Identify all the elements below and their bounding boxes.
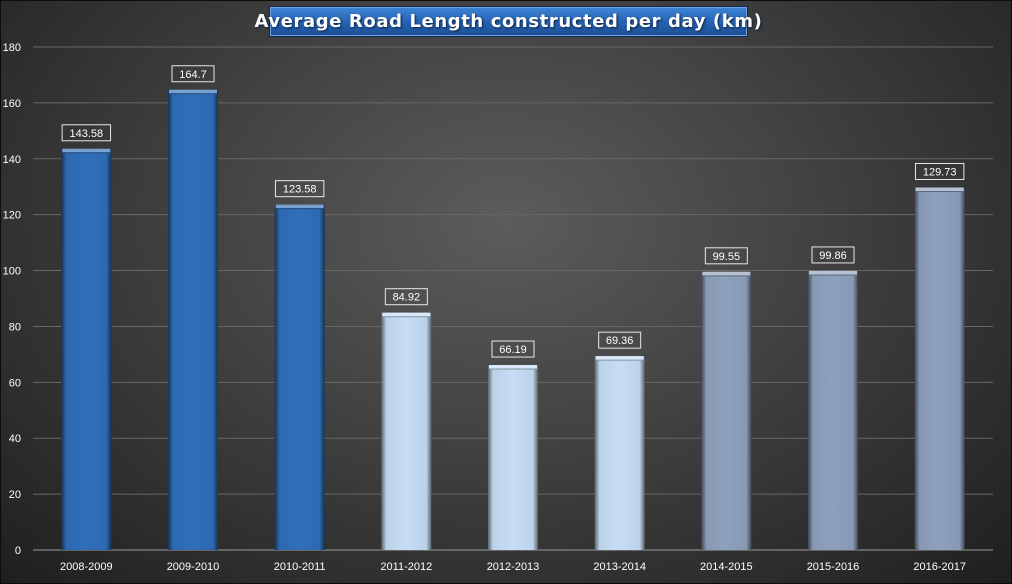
data-label-text: 143.58 — [70, 128, 104, 140]
bar — [488, 365, 538, 550]
data-label-box — [384, 288, 428, 306]
y-tick-label: 60 — [9, 377, 21, 389]
data-label-text: 164.7 — [179, 69, 207, 81]
bar-body — [168, 89, 218, 550]
data-label-text: 66.19 — [499, 344, 527, 356]
y-tick-label: 100 — [3, 266, 21, 278]
x-tick-label: 2012-2013 — [487, 561, 540, 573]
data-label-text: 99.86 — [819, 250, 847, 262]
data-label-text: 123.58 — [283, 184, 317, 196]
bar-top-bevel — [595, 356, 644, 361]
data-label-box — [704, 247, 748, 265]
bar-body — [594, 356, 645, 550]
bar-top-bevel — [169, 89, 217, 94]
y-tick-label: 20 — [9, 489, 21, 501]
data-labels: 143.58 164.7 123.58 84.92 66.19 69.36 99.55 99.… — [61, 65, 965, 358]
bar-body — [808, 270, 858, 550]
data-label: 123.58 — [274, 180, 325, 198]
y-tick-label: 40 — [9, 433, 21, 445]
data-label: 99.86 — [811, 246, 855, 264]
bar — [61, 148, 112, 550]
x-tick-label: 2010-2011 — [274, 561, 326, 573]
y-tick-label: 80 — [9, 321, 21, 333]
bar-top-bevel — [702, 271, 751, 276]
bar-top-bevel — [382, 312, 431, 317]
bar-body — [914, 187, 965, 550]
data-label-box — [811, 246, 855, 264]
data-label-box — [598, 331, 642, 349]
chart-title: Average Road Length constructed per day … — [254, 11, 763, 32]
data-label: 84.92 — [384, 288, 428, 306]
bar-top-bevel — [809, 270, 857, 275]
bar-top-bevel — [915, 187, 964, 192]
y-tick-label: 140 — [3, 154, 21, 166]
bar — [168, 89, 218, 550]
data-label-box — [61, 124, 112, 142]
bar — [381, 312, 432, 550]
bar-body — [274, 204, 325, 551]
data-label: 69.36 — [598, 331, 642, 349]
data-label-text: 69.36 — [606, 335, 634, 347]
y-tick-label: 180 — [3, 42, 21, 54]
bar — [914, 187, 965, 550]
data-label: 129.73 — [914, 162, 965, 180]
bar-body — [61, 148, 112, 550]
bar — [701, 271, 752, 550]
bar — [808, 270, 858, 550]
bar-body — [488, 365, 538, 550]
bar — [274, 204, 325, 551]
data-label: 99.55 — [704, 247, 748, 265]
data-label-text: 84.92 — [393, 292, 421, 304]
data-label-text: 129.73 — [923, 166, 957, 178]
bar — [594, 356, 645, 550]
data-label-box — [914, 162, 965, 180]
y-tick-label: 160 — [3, 98, 21, 110]
x-tick-label: 2015-2016 — [807, 561, 860, 573]
bars — [61, 89, 965, 551]
data-label: 66.19 — [491, 340, 535, 358]
bar-top-bevel — [275, 204, 324, 209]
bar-top-bevel — [62, 148, 111, 153]
data-label-box — [274, 180, 325, 198]
y-tick-label: 0 — [15, 545, 21, 557]
x-tick-label: 2016-2017 — [913, 561, 966, 573]
data-label: 164.7 — [171, 65, 215, 83]
y-tick-label: 120 — [3, 210, 21, 222]
x-tick-label: 2011-2012 — [380, 561, 432, 573]
data-label-box — [491, 340, 535, 358]
data-label-box — [171, 65, 215, 83]
data-label: 143.58 — [61, 124, 112, 142]
bar-body — [701, 271, 752, 550]
x-tick-label: 2014-2015 — [700, 561, 753, 573]
x-tick-label: 2013-2014 — [593, 561, 646, 573]
data-label-text: 99.55 — [713, 251, 741, 263]
x-tick-label: 2009-2010 — [167, 561, 220, 573]
x-tick-label: 2008-2009 — [60, 561, 113, 573]
bar-body — [381, 312, 432, 550]
bar-top-bevel — [489, 365, 537, 370]
chart-title-box: Average Road Length constructed per day … — [255, 6, 762, 37]
